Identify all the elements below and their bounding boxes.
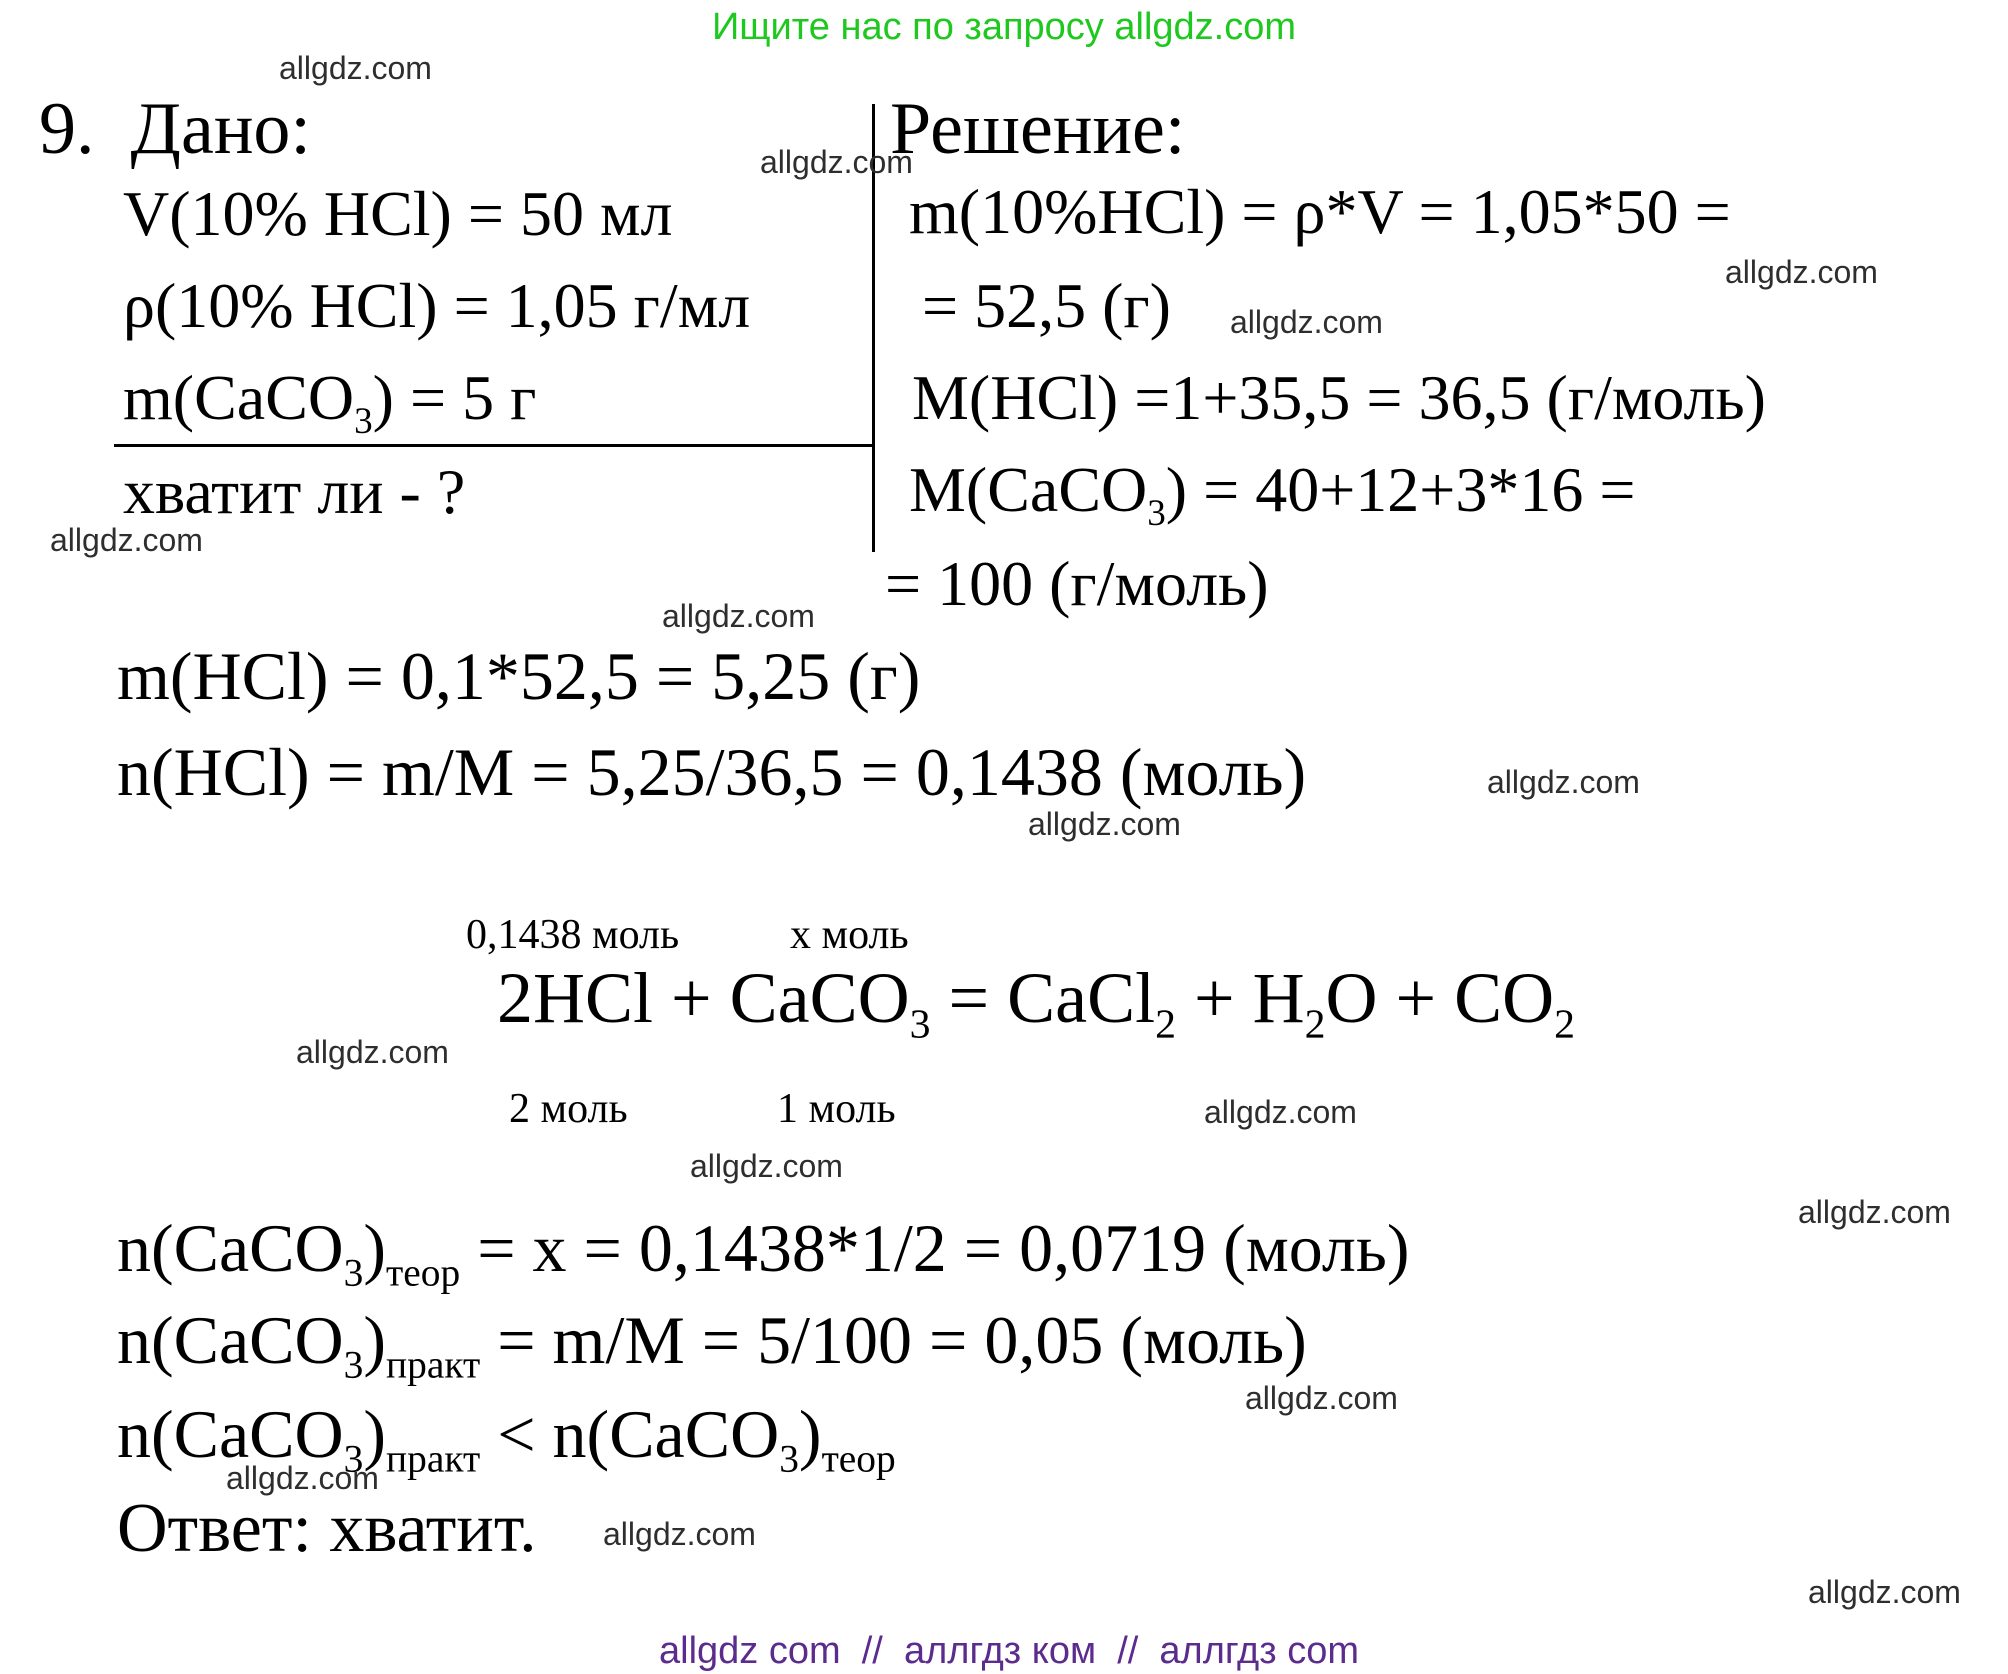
answer-line: Ответ: хватит.: [117, 1490, 537, 1567]
watermark-allgdz: allgdz.com: [1204, 1094, 1357, 1130]
problem-number: 9.: [39, 88, 95, 170]
reaction-equation: 2HCl + CaCO3 = CaCl2 + H2O + CO2: [497, 958, 1575, 1048]
watermark-allgdz: allgdz.com: [50, 522, 203, 558]
given-solution-divider: [872, 104, 875, 552]
work-line-mass-hcl: m(HCl) = 0,1*52,5 = 5,25 (г): [117, 638, 921, 714]
mole-label-below-caco3: 1 моль: [777, 1086, 896, 1132]
solution-line-molar-caco3: М(CaCO3) = 40+12+3*16 =: [909, 454, 1636, 534]
watermark-allgdz: allgdz.com: [1808, 1574, 1961, 1610]
solution-title: Решение:: [890, 88, 1186, 170]
watermark-allgdz: allgdz.com: [603, 1516, 756, 1552]
mole-label-above-hcl: 0,1438 моль: [466, 912, 680, 958]
work-line-moles-hcl: n(HCl) = m/M = 5,25/36,5 = 0,1438 (моль): [117, 734, 1307, 810]
given-line-volume: V(10% HCl) = 50 мл: [123, 178, 673, 249]
watermark-allgdz: allgdz.com: [1028, 806, 1181, 842]
search-note: Ищите нас по запросу allgdz.com: [711, 6, 1296, 48]
mole-label-below-hcl: 2 моль: [509, 1086, 628, 1132]
solution-line-mass-solution: m(10%HCl) = ρ*V = 1,05*50 =: [909, 176, 1731, 247]
given-title: Дано:: [130, 88, 311, 170]
watermark-allgdz: allgdz.com: [279, 50, 432, 86]
watermark-allgdz: allgdz.com: [760, 144, 913, 180]
conclusion-line-practical: n(CaCO3)практ = m/M = 5/100 = 0,05 (моль…: [117, 1302, 1307, 1387]
conclusion-line-theoretical: n(CaCO3)теор = х = 0,1438*1/2 = 0,0719 (…: [117, 1210, 1410, 1295]
watermark-allgdz: allgdz.com: [662, 598, 815, 634]
footer-note: allgdz com // аллгдз ком // аллгдз com: [659, 1630, 1359, 1672]
mole-label-above-caco3: х моль: [790, 912, 909, 958]
conclusion-line-comparison: n(CaCO3)практ < n(CaCO3)теор: [117, 1396, 896, 1481]
watermark-allgdz: allgdz.com: [690, 1148, 843, 1184]
problem-header: 9. Дано:: [39, 92, 311, 166]
watermark-allgdz: allgdz.com: [1725, 254, 1878, 290]
watermark-allgdz: allgdz.com: [1230, 304, 1383, 340]
given-line-mass: m(CaCO3) = 5 г: [123, 362, 537, 442]
solution-line-molar-hcl: М(HCl) =1+35,5 = 36,5 (г/моль): [912, 362, 1766, 433]
given-question: хватит ли - ?: [123, 456, 466, 527]
given-line-density: ρ(10% HCl) = 1,05 г/мл: [123, 270, 751, 341]
watermark-allgdz: allgdz.com: [1487, 764, 1640, 800]
watermark-allgdz: allgdz.com: [1798, 1194, 1951, 1230]
given-underline: [114, 444, 872, 447]
solution-line-molar-result: = 100 (г/моль): [885, 548, 1269, 619]
solution-line-mass-result: = 52,5 (г): [922, 270, 1171, 341]
watermark-allgdz: allgdz.com: [296, 1034, 449, 1070]
watermark-allgdz: allgdz.com: [1245, 1380, 1398, 1416]
watermark-allgdz: allgdz.com: [226, 1460, 379, 1496]
